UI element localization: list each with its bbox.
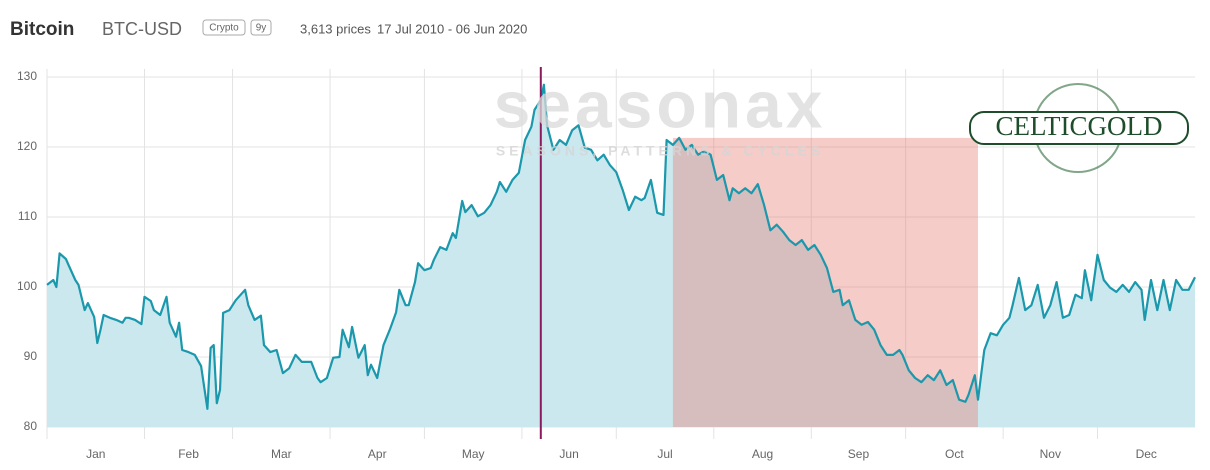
highlight-range bbox=[672, 137, 978, 427]
y-tick-label: 120 bbox=[17, 139, 37, 153]
x-tick-label: Mar bbox=[271, 447, 292, 461]
watermark-tagline: SEASONS, PATTERNS & CYCLES bbox=[496, 143, 824, 159]
logo: CELTICGOLD bbox=[969, 83, 1189, 173]
x-tick-label: Aug bbox=[752, 447, 773, 461]
area bbox=[47, 84, 1195, 427]
x-tick-label: Dec bbox=[1136, 447, 1157, 461]
x-tick-label: Jan bbox=[86, 447, 105, 461]
y-tick-label: 100 bbox=[17, 279, 37, 293]
logo-box bbox=[969, 111, 1189, 145]
x-tick-label: Nov bbox=[1040, 447, 1061, 461]
badge-box bbox=[202, 19, 246, 36]
x-tick-label: Apr bbox=[368, 447, 387, 461]
x-tick-label: May bbox=[462, 447, 485, 461]
badge-box bbox=[250, 19, 272, 36]
x-tick-label: Jul bbox=[657, 447, 672, 461]
y-tick-label: 110 bbox=[18, 209, 37, 223]
y-tick-label: 130 bbox=[17, 69, 37, 83]
line bbox=[46, 83, 1196, 410]
subtitle: BTC-USD bbox=[102, 19, 182, 39]
plot: 80 90 100 110 120 130 Jan Feb Mar Apr May Jun Jul Aug… bbox=[17, 67, 1196, 461]
info: 3,613 prices bbox=[300, 21, 371, 36]
logo-text: CELTICGOLD bbox=[996, 111, 1163, 141]
badge: Crypto bbox=[209, 23, 239, 34]
badge: 9y bbox=[256, 23, 267, 34]
chart-title: Bitcoin bbox=[10, 19, 74, 40]
x-tick-label: Jun bbox=[559, 447, 578, 461]
y-tick-label: 80 bbox=[24, 419, 38, 433]
x-tick-label: Feb bbox=[178, 447, 199, 461]
y-tick-label: 90 bbox=[24, 349, 38, 363]
info: 17 Jul 2010 - 06 Jun 2020 bbox=[377, 21, 527, 36]
watermark: seasonax bbox=[494, 67, 827, 141]
x-tick-label: Sep bbox=[848, 447, 870, 461]
x-tick-label: Oct bbox=[945, 447, 964, 461]
